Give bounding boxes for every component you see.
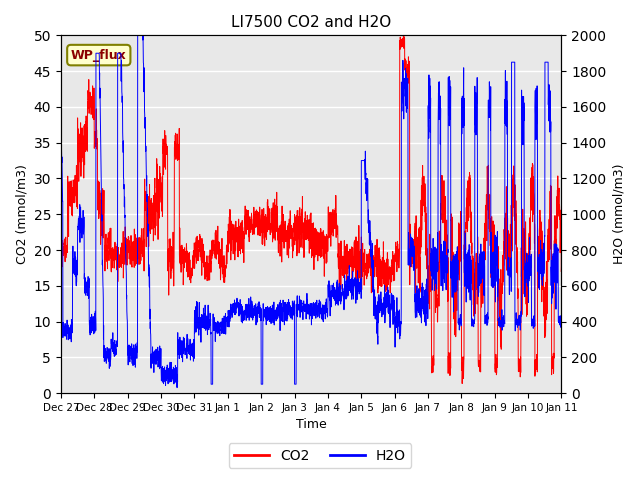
Text: WP_flux: WP_flux	[71, 48, 127, 61]
Y-axis label: H2O (mmol/m3): H2O (mmol/m3)	[612, 164, 625, 264]
Y-axis label: CO2 (mmol/m3): CO2 (mmol/m3)	[15, 164, 28, 264]
X-axis label: Time: Time	[296, 419, 326, 432]
Title: LI7500 CO2 and H2O: LI7500 CO2 and H2O	[231, 15, 391, 30]
Legend: CO2, H2O: CO2, H2O	[228, 443, 412, 468]
